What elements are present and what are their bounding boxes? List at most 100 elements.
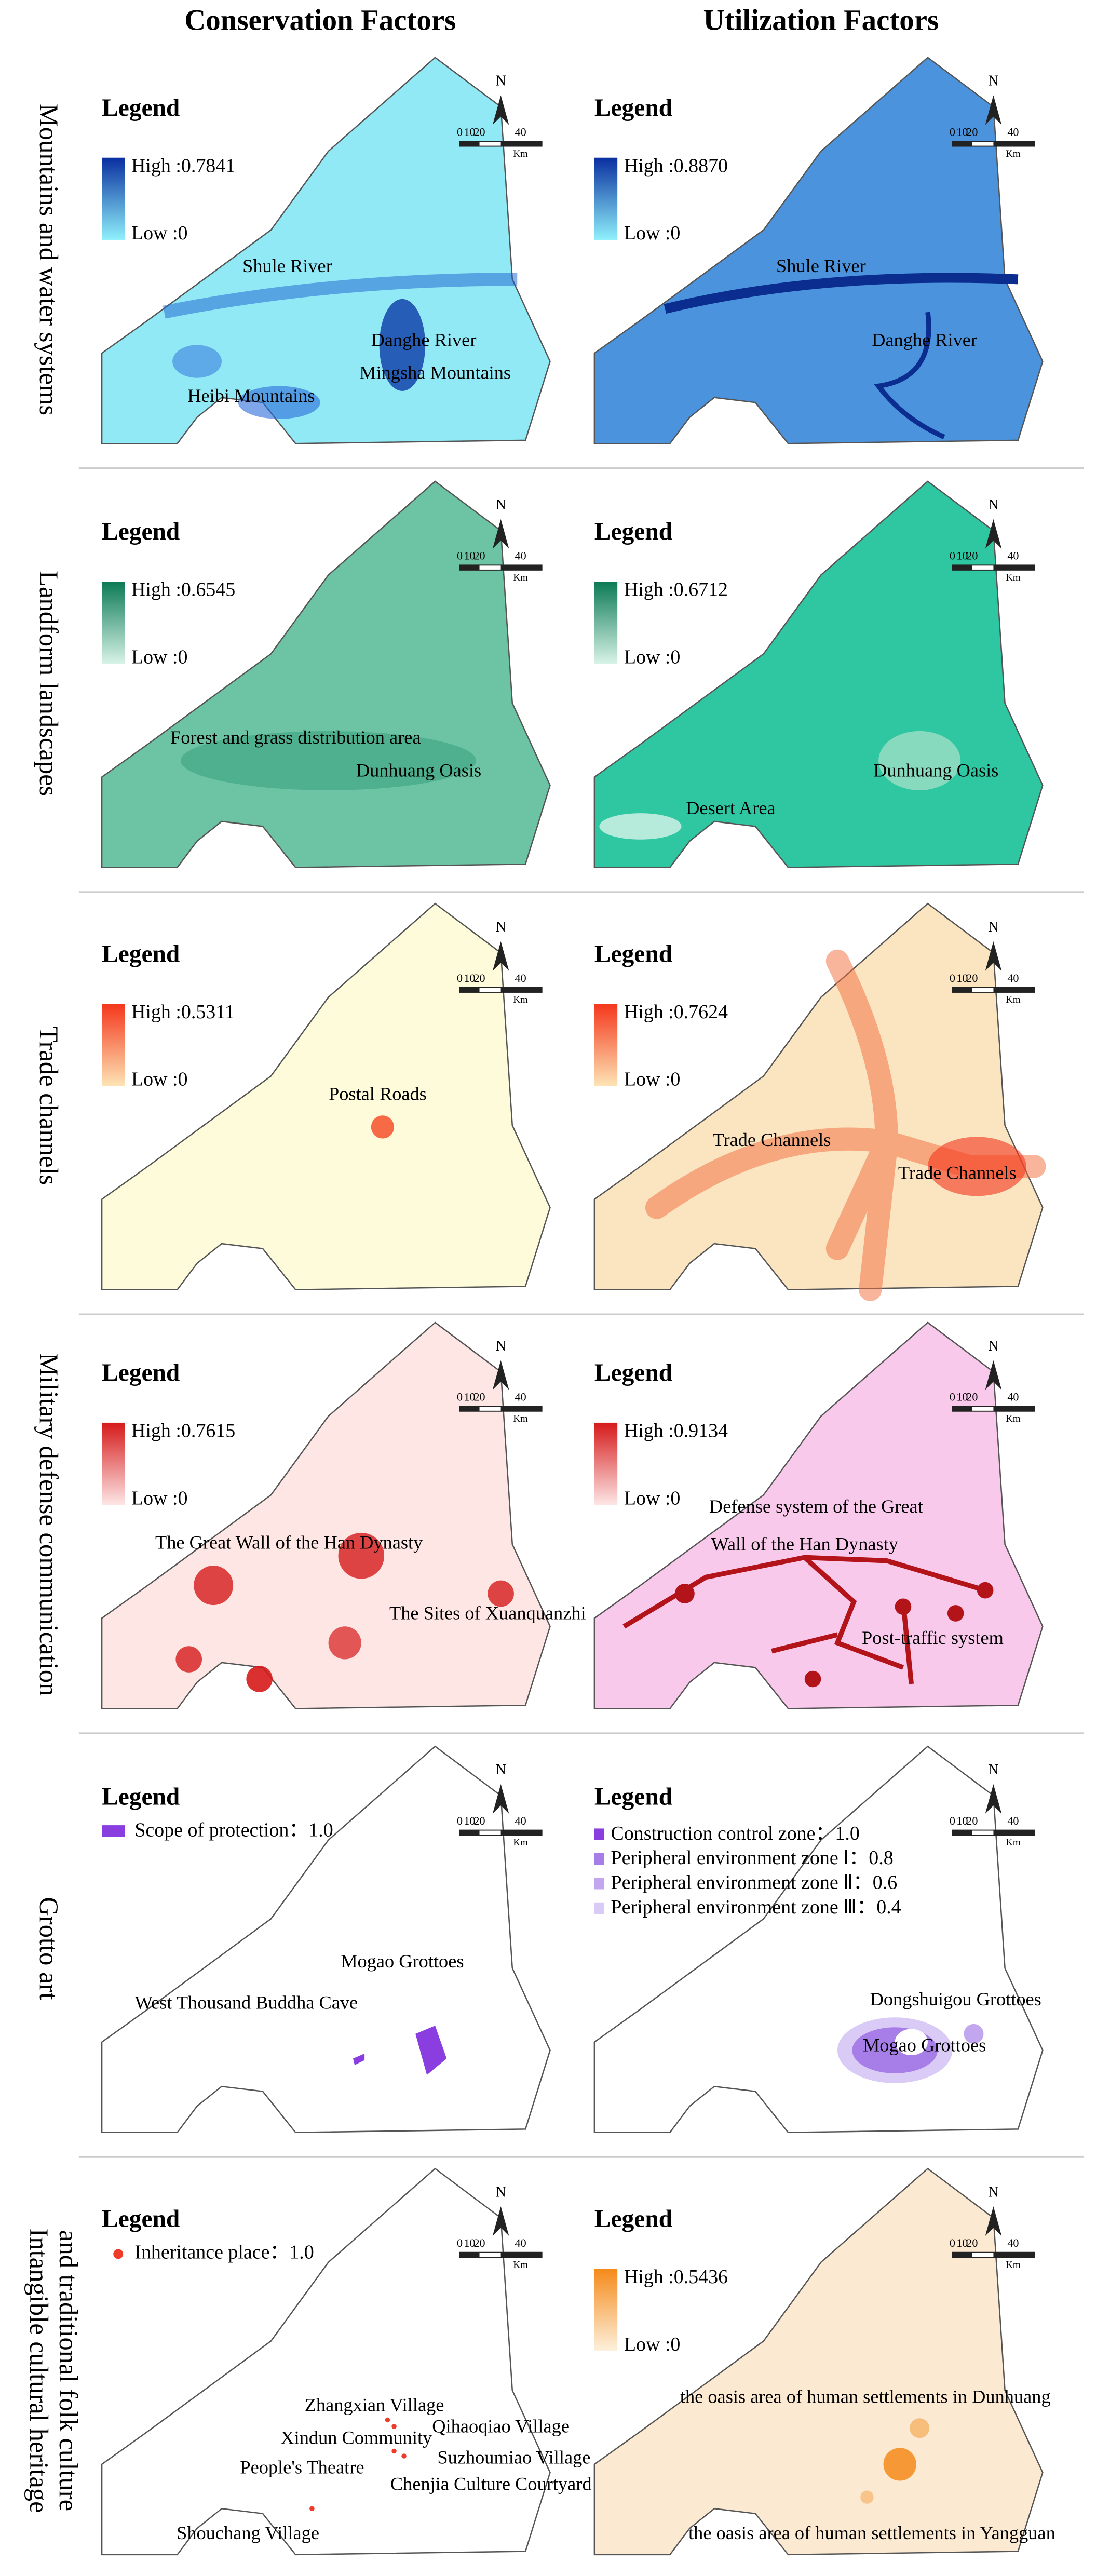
scale-bar-fill bbox=[993, 987, 1035, 992]
legend-low: Low :0 bbox=[624, 1487, 681, 1509]
legend-low: Low :0 bbox=[131, 1487, 188, 1509]
map-outline bbox=[593, 2167, 1044, 2556]
row-label: and traditional folk culture bbox=[54, 2230, 83, 2511]
scale-label: 10 bbox=[956, 1391, 968, 1404]
scale-label: 20 bbox=[473, 1391, 485, 1404]
map-feature bbox=[238, 386, 320, 419]
map-feature bbox=[180, 731, 477, 790]
place-label: Shule River bbox=[776, 255, 866, 276]
scale-label: 0 bbox=[457, 549, 463, 562]
scale-unit: Km bbox=[1006, 1413, 1021, 1424]
scale-bar-fill bbox=[459, 987, 480, 992]
legend-swatch bbox=[594, 1902, 604, 1914]
row-label: Trade channels bbox=[34, 1026, 63, 1185]
scale-bar-fill bbox=[952, 2252, 972, 2258]
scale-label: 20 bbox=[473, 125, 485, 138]
scale-label: 0 bbox=[457, 972, 463, 984]
legend-title: Legend bbox=[102, 1783, 180, 1810]
map-feature bbox=[391, 2424, 397, 2429]
north-arrow bbox=[985, 1784, 1002, 1814]
place-label: West Thousand Buddha Cave bbox=[135, 1992, 358, 2013]
legend-label: Peripheral environment zone Ⅱ：0.6 bbox=[611, 1872, 898, 1894]
map-feature bbox=[964, 2024, 984, 2044]
north-label: N bbox=[988, 73, 999, 89]
scale-label: 0 bbox=[457, 1814, 463, 1827]
map-feature bbox=[878, 731, 961, 790]
scale-label: 10 bbox=[464, 972, 475, 984]
scale-label: 20 bbox=[966, 549, 978, 562]
place-label: Trade Channels bbox=[713, 1129, 831, 1150]
scale-bar-fill bbox=[993, 2252, 1035, 2258]
map-feature bbox=[401, 2453, 407, 2459]
scale-bar-fill bbox=[459, 565, 480, 570]
scale-bar-fill bbox=[500, 565, 542, 570]
scale-bar-fill bbox=[459, 1406, 480, 1411]
scale-label: 20 bbox=[966, 1814, 978, 1827]
place-label: Shule River bbox=[242, 255, 332, 276]
legend-label: Construction control zone：1.0 bbox=[611, 1823, 860, 1844]
row-label: Landform landscapes bbox=[34, 571, 63, 796]
map-feature bbox=[371, 1115, 395, 1139]
scale-label: 10 bbox=[464, 2236, 475, 2249]
scale-label: 40 bbox=[1007, 2236, 1019, 2249]
legend-ramp bbox=[594, 2269, 618, 2351]
scale-bar-fill bbox=[952, 565, 972, 570]
scale-bar-fill bbox=[993, 141, 1035, 146]
row-label: Military defense communication bbox=[34, 1353, 63, 1696]
scale-label: 40 bbox=[515, 972, 526, 984]
map-feature bbox=[622, 1555, 986, 1684]
place-label: Trade Channels bbox=[898, 1163, 1017, 1183]
map-panel: Mogao Grottoes West Thousand Buddha Cave N… bbox=[101, 1745, 551, 2134]
scale-label: 0 bbox=[950, 2236, 955, 2249]
scale-label: 40 bbox=[515, 549, 526, 562]
map-feature bbox=[175, 1646, 202, 1673]
legend-label: Inheritance place：1.0 bbox=[134, 2242, 314, 2263]
map-outline bbox=[101, 57, 551, 444]
scale-label: 0 bbox=[950, 549, 955, 562]
north-label: N bbox=[495, 73, 506, 89]
legend-title: Legend bbox=[594, 940, 672, 967]
place-label: Mogao Grottoes bbox=[863, 2035, 986, 2056]
scale-label: 20 bbox=[473, 2236, 485, 2249]
map-feature bbox=[415, 2026, 447, 2075]
legend-low: Low :0 bbox=[624, 1069, 681, 1090]
column-header: Utilization Factors bbox=[703, 4, 939, 36]
map-feature bbox=[309, 2506, 315, 2512]
scale-label: 20 bbox=[966, 1391, 978, 1404]
place-label: The Sites of Xuanquanzhi bbox=[389, 1602, 586, 1623]
scale-bar-fill bbox=[952, 987, 972, 992]
place-label: Chenjia Culture Courtyard bbox=[390, 2473, 592, 2494]
scale-unit: Km bbox=[1006, 2259, 1021, 2270]
scale-bar-fill bbox=[500, 987, 542, 992]
place-label: Zhangxian Village bbox=[305, 2394, 444, 2415]
scale-bar-fill bbox=[952, 141, 972, 146]
map-panel: Dongshuigou Grottoes Mogao Grottoes N 0 1020… bbox=[593, 1745, 1044, 2134]
map-feature bbox=[194, 1566, 234, 1606]
scale-bar-fill bbox=[459, 141, 480, 146]
map-feature bbox=[385, 2417, 390, 2423]
scale-bar-fill bbox=[459, 1830, 480, 1836]
legend-title: Legend bbox=[102, 1359, 180, 1386]
map-feature bbox=[353, 2053, 365, 2066]
legend-label: Peripheral environment zone Ⅲ：0.4 bbox=[611, 1896, 901, 1918]
map-feature bbox=[163, 273, 518, 319]
north-arrow bbox=[492, 1360, 509, 1390]
north-label: N bbox=[495, 2184, 506, 2200]
map-panel: Defense system of the Great Wall of the H… bbox=[593, 1321, 1044, 1709]
scale-unit: Km bbox=[513, 994, 528, 1005]
legend-title: Legend bbox=[594, 1359, 672, 1386]
scale-label: 40 bbox=[1007, 549, 1019, 562]
map-outline bbox=[593, 1321, 1044, 1709]
legend-swatch bbox=[594, 1853, 604, 1865]
map-feature bbox=[895, 2029, 928, 2056]
scale-bar-fill bbox=[500, 1406, 542, 1411]
scale-bar-fill bbox=[993, 565, 1035, 570]
place-label: Desert Area bbox=[686, 798, 776, 818]
north-label: N bbox=[988, 497, 999, 513]
map-feature bbox=[172, 345, 222, 378]
scale-label: 0 bbox=[950, 1391, 955, 1404]
legend-low: Low :0 bbox=[131, 646, 188, 668]
north-arrow bbox=[985, 2206, 1002, 2236]
scale-label: 0 bbox=[950, 125, 955, 138]
